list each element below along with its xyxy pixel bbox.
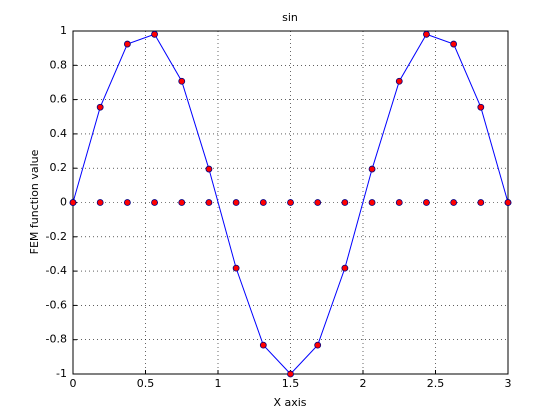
data-point bbox=[178, 199, 186, 206]
data-point bbox=[232, 199, 240, 206]
x-tick-label: 2 bbox=[360, 377, 367, 390]
data-point bbox=[96, 103, 104, 111]
data-point bbox=[287, 370, 294, 378]
y-tick-label: 0.6 bbox=[50, 93, 68, 106]
data-point bbox=[287, 199, 294, 206]
y-tick-label: -0.4 bbox=[46, 264, 67, 277]
x-tick-label: 3 bbox=[505, 377, 512, 390]
data-point bbox=[151, 30, 158, 38]
data-point bbox=[477, 199, 485, 206]
y-tick-label: 0.2 bbox=[50, 161, 68, 174]
y-tick-label: 0.4 bbox=[50, 127, 68, 140]
data-point bbox=[178, 77, 186, 85]
y-tick-label: 0 bbox=[60, 196, 67, 209]
data-point bbox=[423, 199, 430, 206]
data-point bbox=[123, 199, 131, 206]
data-point bbox=[314, 199, 322, 206]
x-tick-label: 2.5 bbox=[427, 377, 445, 390]
data-point bbox=[477, 103, 485, 111]
data-point bbox=[450, 199, 458, 206]
data-point bbox=[232, 264, 240, 272]
chart-title: sin bbox=[282, 11, 298, 24]
y-tick-label: -1 bbox=[56, 367, 67, 380]
y-tick-label: -0.2 bbox=[46, 230, 67, 243]
data-point bbox=[259, 199, 267, 206]
data-point bbox=[205, 165, 213, 173]
x-tick-label: 0 bbox=[70, 377, 77, 390]
y-tick-label: 1 bbox=[60, 24, 67, 37]
data-point bbox=[423, 30, 430, 38]
data-point bbox=[123, 40, 131, 48]
data-point bbox=[69, 199, 77, 206]
data-point bbox=[96, 199, 104, 206]
x-tick-label: 1 bbox=[215, 377, 222, 390]
x-tick-label: 0.5 bbox=[137, 377, 155, 390]
data-point bbox=[341, 199, 349, 206]
x-tick-label: 1.5 bbox=[282, 377, 300, 390]
data-point bbox=[314, 341, 322, 349]
data-point bbox=[395, 77, 403, 85]
data-point bbox=[504, 199, 512, 206]
data-point bbox=[205, 199, 213, 206]
data-point bbox=[395, 199, 403, 206]
y-tick-label: 0.8 bbox=[50, 58, 68, 71]
y-axis-label: FEM function value bbox=[28, 149, 41, 254]
data-point bbox=[259, 341, 267, 349]
data-point bbox=[368, 199, 376, 206]
data-point bbox=[341, 264, 349, 272]
data-point bbox=[151, 199, 158, 206]
x-axis-label: X axis bbox=[273, 396, 306, 409]
data-point bbox=[368, 165, 376, 173]
data-point bbox=[450, 40, 458, 48]
y-tick-label: -0.8 bbox=[46, 333, 67, 346]
y-tick-label: -0.6 bbox=[46, 298, 67, 311]
